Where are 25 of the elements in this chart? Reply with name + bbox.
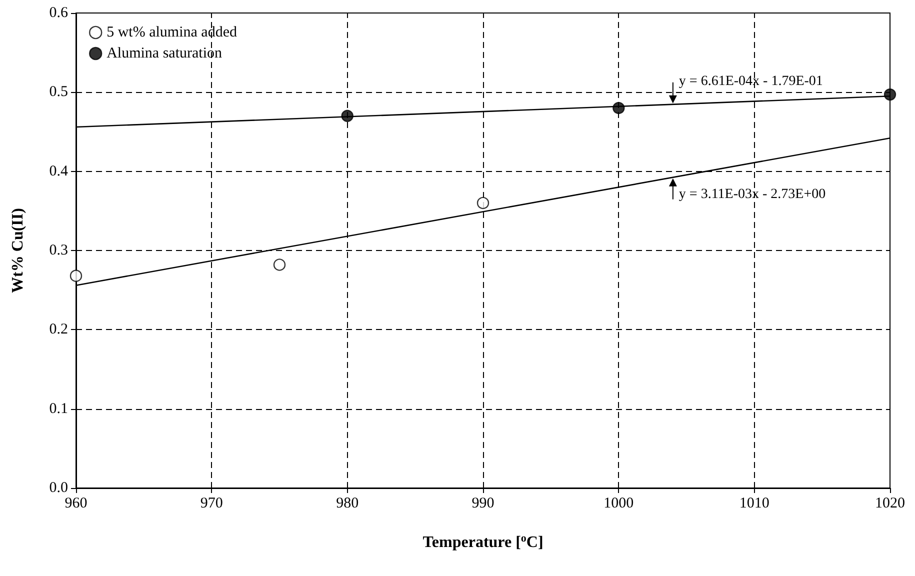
point bbox=[341, 110, 354, 122]
annotation: y = 3.11E-03x - 2.73E+00 bbox=[678, 186, 826, 202]
y-tick-label: 0.4 bbox=[49, 163, 68, 180]
y-tick-label: 0.0 bbox=[49, 480, 68, 496]
point bbox=[70, 270, 82, 282]
annotation: y = 6.61E-04x - 1.79E-01 bbox=[678, 74, 823, 89]
x-tick-label: 960 bbox=[64, 496, 88, 512]
y-tick-label: 0.1 bbox=[49, 400, 68, 417]
point bbox=[476, 196, 490, 210]
y-axis-title: Wt% Cu(II) bbox=[10, 208, 26, 293]
legend-label: Alumina saturation bbox=[106, 46, 222, 62]
y-tick-label: 0.2 bbox=[49, 322, 68, 338]
x-tick-label: 990 bbox=[472, 496, 494, 512]
x-tick-label: 1010 bbox=[739, 496, 770, 512]
x-tick-label: 980 bbox=[336, 496, 359, 512]
x-tick-label: 1020 bbox=[875, 496, 905, 512]
point bbox=[273, 258, 286, 271]
y-tick-label: 0.5 bbox=[49, 84, 68, 100]
point bbox=[884, 88, 896, 101]
y-tick-label: 0.6 bbox=[49, 5, 68, 21]
point bbox=[612, 102, 625, 114]
legend-label: 5 wt% alumina added bbox=[106, 24, 238, 40]
x-tick-label: 970 bbox=[200, 496, 223, 512]
x-tick-label: 1000 bbox=[604, 496, 634, 512]
y-tick-label: 0.3 bbox=[49, 242, 68, 258]
